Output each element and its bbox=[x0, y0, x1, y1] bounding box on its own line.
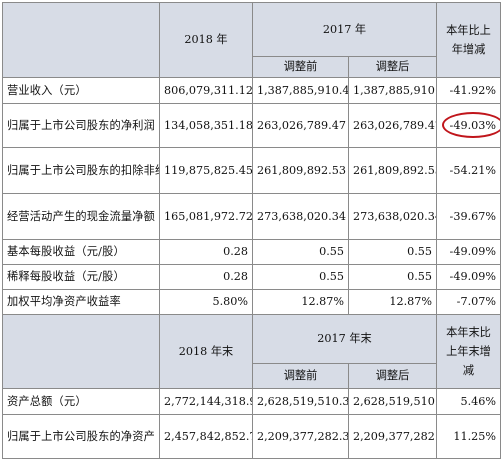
table-row: 经营活动产生的现金流量净额（元） 165,081,972.72 273,638,… bbox=[2, 193, 501, 240]
cell-2018: 165,081,972.72 bbox=[159, 193, 253, 240]
cell-after: 263,026,789.47 bbox=[348, 103, 437, 148]
header-2018-end: 2018 年末 bbox=[159, 314, 253, 389]
cell-change: -49.09% bbox=[436, 264, 501, 290]
cell-2018: 0.28 bbox=[159, 264, 253, 290]
table-row: 归属于上市公司股东的净利润（元） 134,058,351.18 263,026,… bbox=[2, 103, 501, 148]
highlighted-value: -49.03% bbox=[441, 111, 500, 138]
header-2017: 2017 年 bbox=[252, 2, 437, 57]
cell-change: -39.67% bbox=[436, 193, 501, 240]
cell-after: 12.87% bbox=[348, 289, 437, 315]
cell-change: -49.09% bbox=[436, 239, 501, 265]
header-row-sub: 调整前 调整后 bbox=[3, 56, 501, 78]
header-empty-cell bbox=[2, 314, 160, 389]
header-before-adjust: 调整前 bbox=[252, 363, 349, 389]
cell-change: -54.21% bbox=[436, 147, 501, 194]
header-after-adjust: 调整后 bbox=[348, 363, 437, 389]
cell-after: 0.55 bbox=[348, 264, 437, 290]
cell-2018: 5.80% bbox=[159, 289, 253, 315]
cell-after: 0.55 bbox=[348, 239, 437, 265]
cell-before: 1,387,885,910.49 bbox=[252, 77, 349, 104]
header-2018: 2018 年 bbox=[159, 2, 253, 78]
cell-before: 12.87% bbox=[252, 289, 349, 315]
cell-after: 2,628,519,510.31 bbox=[348, 388, 437, 415]
header-empty-cell bbox=[2, 2, 160, 78]
cell-2018: 134,058,351.18 bbox=[159, 103, 253, 148]
cell-change-highlighted: -49.03% bbox=[436, 103, 501, 148]
header-row-top: 2018 年 2017 年 本年比上年增减 bbox=[2, 2, 501, 78]
header-row-sub-bottom: 调整前 调整后 bbox=[3, 363, 501, 389]
row-label: 加权平均净资产收益率 bbox=[2, 289, 160, 315]
cell-before: 261,809,892.53 bbox=[252, 147, 349, 194]
table-row: 归属于上市公司股东的扣除非经常性损益的净利润（元） 119,875,825.45… bbox=[2, 147, 501, 194]
cell-change: -7.07% bbox=[436, 289, 501, 315]
cell-after: 2,209,377,282.39 bbox=[348, 414, 437, 459]
cell-before: 0.55 bbox=[252, 239, 349, 265]
red-ellipse-highlight bbox=[441, 111, 500, 138]
row-label: 营业收入（元） bbox=[2, 77, 160, 104]
header-before-adjust: 调整前 bbox=[252, 56, 349, 78]
cell-2018: 119,875,825.45 bbox=[159, 147, 253, 194]
cell-2018: 0.28 bbox=[159, 239, 253, 265]
cell-2018: 2,772,144,318.90 bbox=[159, 388, 253, 415]
cell-after: 1,387,885,910.49 bbox=[348, 77, 437, 104]
key-financial-data-table: 2018 年 2017 年 本年比上年增减 调整前 调整后 营业收入（元） 80… bbox=[2, 2, 501, 459]
cell-change: 5.46% bbox=[436, 388, 501, 415]
header-row-bottom: 2018 年末 2017 年末 本年末比上年末增减 bbox=[2, 314, 501, 389]
cell-before: 2,628,519,510.31 bbox=[252, 388, 349, 415]
cell-2018: 806,079,311.12 bbox=[159, 77, 253, 104]
row-label: 归属于上市公司股东的净资产（元） bbox=[2, 414, 160, 459]
cell-before: 263,026,789.47 bbox=[252, 103, 349, 148]
row-label: 基本每股收益（元/股） bbox=[2, 239, 160, 265]
row-label: 稀释每股收益（元/股） bbox=[2, 264, 160, 290]
header-after-adjust: 调整后 bbox=[348, 56, 437, 78]
header-2017-end: 2017 年末 bbox=[252, 314, 437, 364]
table-row: 基本每股收益（元/股） 0.28 0.55 0.55 -49.09% bbox=[2, 239, 501, 265]
cell-before: 0.55 bbox=[252, 264, 349, 290]
table-row: 加权平均净资产收益率 5.80% 12.87% 12.87% -7.07% bbox=[2, 289, 501, 315]
row-label: 经营活动产生的现金流量净额（元） bbox=[2, 193, 160, 240]
table-row: 营业收入（元） 806,079,311.12 1,387,885,910.49 … bbox=[2, 77, 501, 104]
row-label: 归属于上市公司股东的扣除非经常性损益的净利润（元） bbox=[2, 147, 160, 194]
table-row: 稀释每股收益（元/股） 0.28 0.55 0.55 -49.09% bbox=[2, 264, 501, 290]
row-label: 归属于上市公司股东的净利润（元） bbox=[2, 103, 160, 148]
cell-2018: 2,457,842,852.72 bbox=[159, 414, 253, 459]
header-change: 本年比上年增减 bbox=[436, 2, 501, 78]
cell-after: 261,809,892.53 bbox=[348, 147, 437, 194]
cell-change: 11.25% bbox=[436, 414, 501, 459]
table-row: 资产总额（元） 2,772,144,318.90 2,628,519,510.3… bbox=[2, 388, 501, 415]
cell-before: 2,209,377,282.39 bbox=[252, 414, 349, 459]
cell-change: -41.92% bbox=[436, 77, 501, 104]
header-change-end: 本年末比上年末增减 bbox=[436, 314, 501, 389]
table-row: 归属于上市公司股东的净资产（元） 2,457,842,852.72 2,209,… bbox=[2, 414, 501, 459]
cell-after: 273,638,020.34 bbox=[348, 193, 437, 240]
cell-before: 273,638,020.34 bbox=[252, 193, 349, 240]
row-label: 资产总额（元） bbox=[2, 388, 160, 415]
